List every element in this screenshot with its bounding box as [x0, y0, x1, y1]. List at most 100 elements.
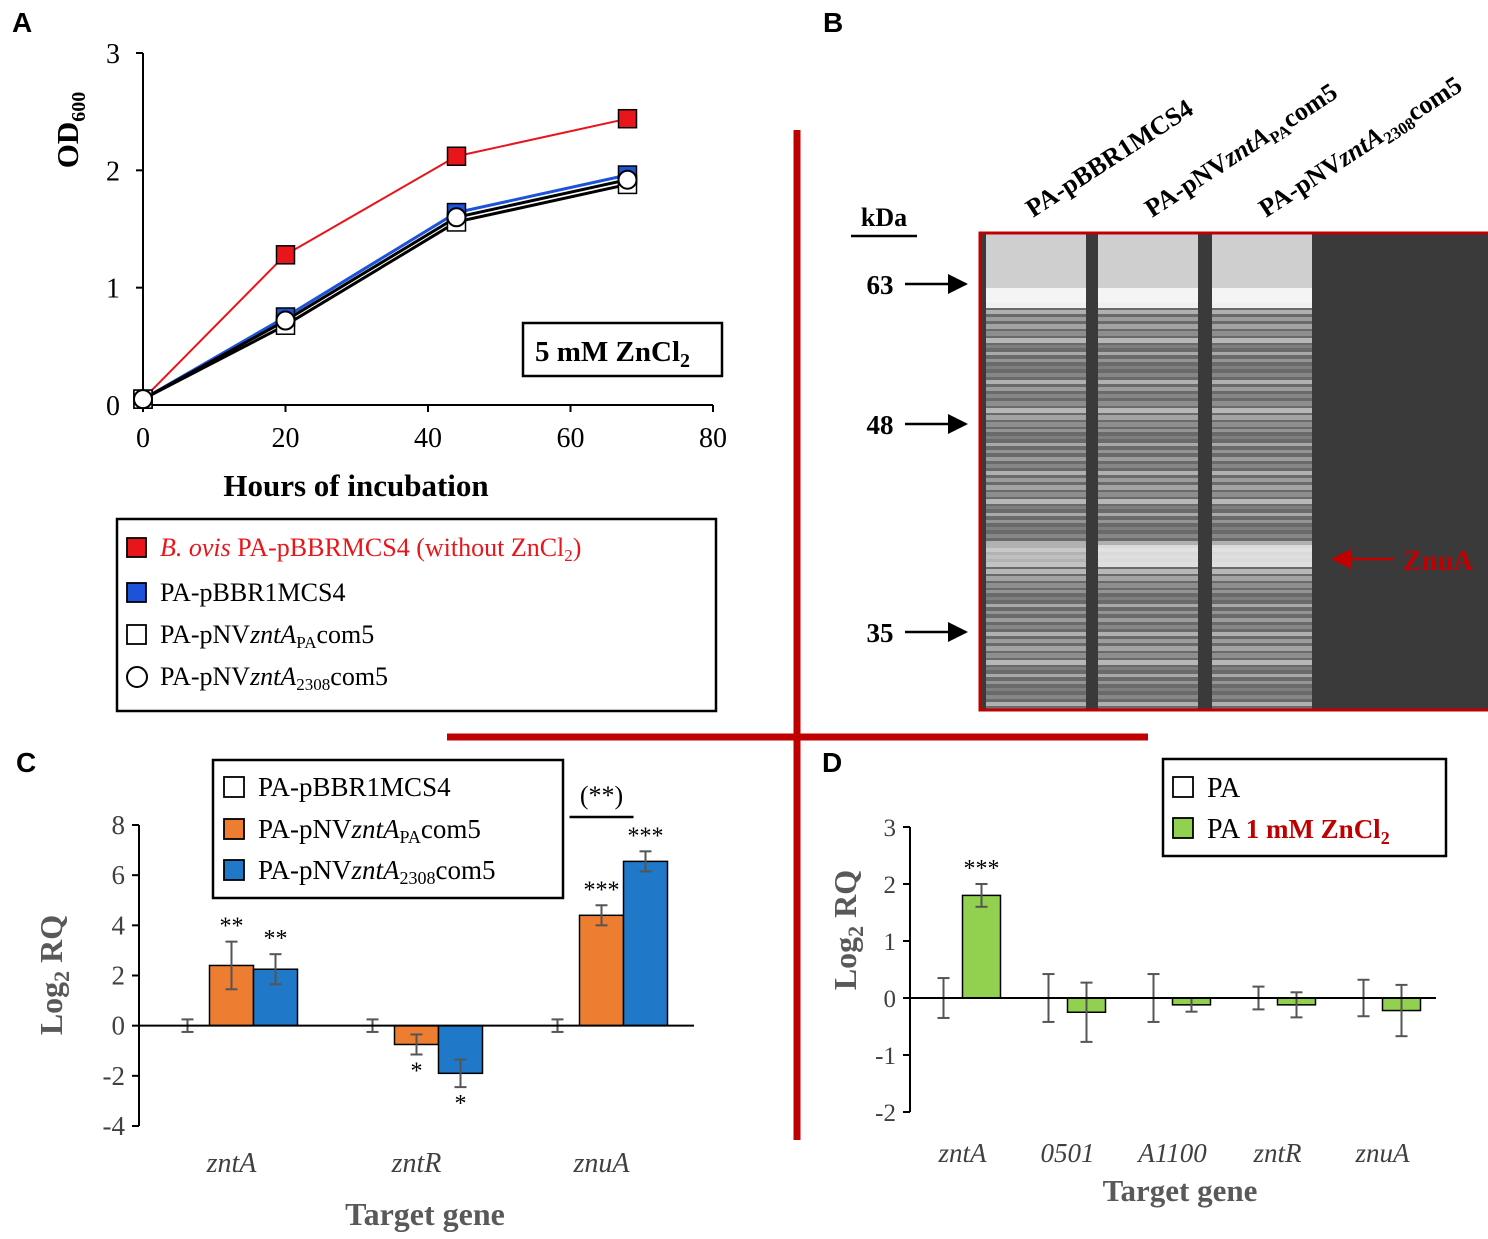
legend-label: B. ovis PA-pBBRMCS4 (without ZnCl2): [160, 533, 581, 565]
y-tick-label: -1: [875, 1043, 896, 1070]
condition-box-label: 5 mM ZnCl2: [535, 336, 690, 372]
gel-band: [1212, 611, 1312, 614]
gel-band: [986, 653, 1086, 658]
bar-zntA-s2: [961, 894, 1002, 999]
gel-band: [1212, 422, 1312, 427]
label-post: com5: [330, 662, 388, 691]
legend-sub: 2: [1381, 828, 1390, 848]
y-tick-label: 0: [884, 986, 897, 1013]
series-4-point: [446, 207, 467, 228]
label-post: com5: [1277, 77, 1342, 134]
legend-label: PA-pBBR1MCS4: [160, 578, 345, 607]
gel-band: [986, 646, 1086, 651]
panel-d-bar-chart: -2 -1 0 1 2 3 *** zntA 0501 A1100 zntR znuA Target g…: [827, 757, 1448, 1208]
gel-band: [1098, 492, 1198, 497]
gel-band: [986, 338, 1086, 343]
gel-band: [986, 702, 1086, 706]
bar-znuA-s2: [578, 914, 625, 1027]
gel-band: [1098, 576, 1198, 581]
gel-band: [1098, 415, 1198, 420]
gel-band: [986, 527, 1086, 530]
gel-band: [1212, 394, 1312, 398]
gel-band: [1098, 660, 1198, 665]
label-italic: zntA: [249, 620, 296, 649]
series-line-4: [142, 178, 628, 401]
gel-band: [986, 534, 1086, 538]
gel-band: [986, 513, 1086, 516]
legend-label: PA-pNVzntA2308com5: [160, 662, 388, 694]
gel-band: [1212, 534, 1312, 538]
gel-band: [1098, 373, 1198, 377]
gel-band: [986, 422, 1086, 427]
y-tick-label: 3: [884, 815, 897, 842]
gel-band: [1212, 401, 1312, 406]
gel-band: [1098, 478, 1198, 482]
gel-band: [1212, 471, 1312, 475]
label-subscript: 2308: [400, 868, 436, 888]
gel-band: [1212, 541, 1312, 545]
y-title-main: Log: [827, 937, 863, 990]
significance-mark: *: [411, 1059, 423, 1085]
gel-band: [986, 478, 1086, 482]
gel-band: [1212, 450, 1312, 453]
gel-band: [1098, 464, 1198, 468]
gel-band: [1212, 576, 1312, 581]
gel-band: [986, 667, 1086, 670]
y-tick-label: 0: [112, 1011, 126, 1041]
legend-pre: PA: [1207, 814, 1246, 845]
gel-band: [1098, 597, 1198, 600]
lane-label-2: PA-pNVzntAPAcom5: [1139, 77, 1344, 225]
gel-band: [986, 604, 1086, 607]
series-line-1: [142, 117, 628, 400]
gel-band: [986, 415, 1086, 420]
gel-band: [1212, 352, 1312, 355]
label-post: com5: [1402, 70, 1467, 127]
y-title-tail: RQ: [33, 915, 69, 971]
legend-marker: [223, 859, 245, 881]
category-label: zntA: [937, 1138, 987, 1168]
gel-band: [986, 499, 1086, 504]
category-label: znuA: [1355, 1138, 1411, 1168]
condition-text: 5 mM ZnCl: [535, 336, 680, 368]
gel-band: [1212, 303, 1312, 307]
gel-band: [986, 359, 1086, 362]
gel-band: [986, 443, 1086, 446]
legend-marker: [126, 582, 147, 603]
y-axis-title: Log2 RQ: [827, 870, 868, 990]
gel-63kda-band: [1098, 288, 1198, 308]
gel-band: [986, 387, 1086, 391]
gel-band: [986, 695, 1086, 699]
gel-band: [1212, 625, 1312, 629]
gel-band: [1098, 457, 1198, 461]
gel-band: [1098, 520, 1198, 523]
gel-band: [1098, 331, 1198, 336]
y-tick-label: 0: [106, 391, 120, 422]
gel-band: [1212, 597, 1312, 600]
y-tick-label: 6: [112, 860, 126, 890]
gel-band: [1212, 415, 1312, 420]
gel-band: [1212, 464, 1312, 468]
gel-band: [1098, 604, 1198, 607]
gel-band: [986, 408, 1086, 413]
gel-band: [1212, 520, 1312, 523]
gel-band: [986, 569, 1086, 574]
gel-band: [1098, 310, 1198, 314]
gel-band: [1098, 387, 1198, 391]
gel-band: [986, 380, 1086, 384]
label-subscript: PA: [296, 633, 317, 652]
legend-marker: [223, 776, 245, 798]
gel-znua-band: [1212, 545, 1312, 567]
gel-band: [1098, 436, 1198, 439]
legend-label: PA-pNVzntAPAcom5: [258, 814, 481, 847]
gel-band: [1212, 443, 1312, 446]
gel-band: [1212, 366, 1312, 369]
gel-band: [1098, 359, 1198, 362]
size-marker-label: 63: [867, 270, 894, 300]
gel-band: [1212, 338, 1312, 343]
panel-letter-c: C: [16, 747, 36, 778]
significance-mark: ***: [584, 877, 620, 903]
gel-63kda-band: [986, 288, 1086, 308]
gel-band: [986, 492, 1086, 497]
y-axis-title-main: OD: [50, 122, 85, 169]
gel-band: [1098, 653, 1198, 658]
